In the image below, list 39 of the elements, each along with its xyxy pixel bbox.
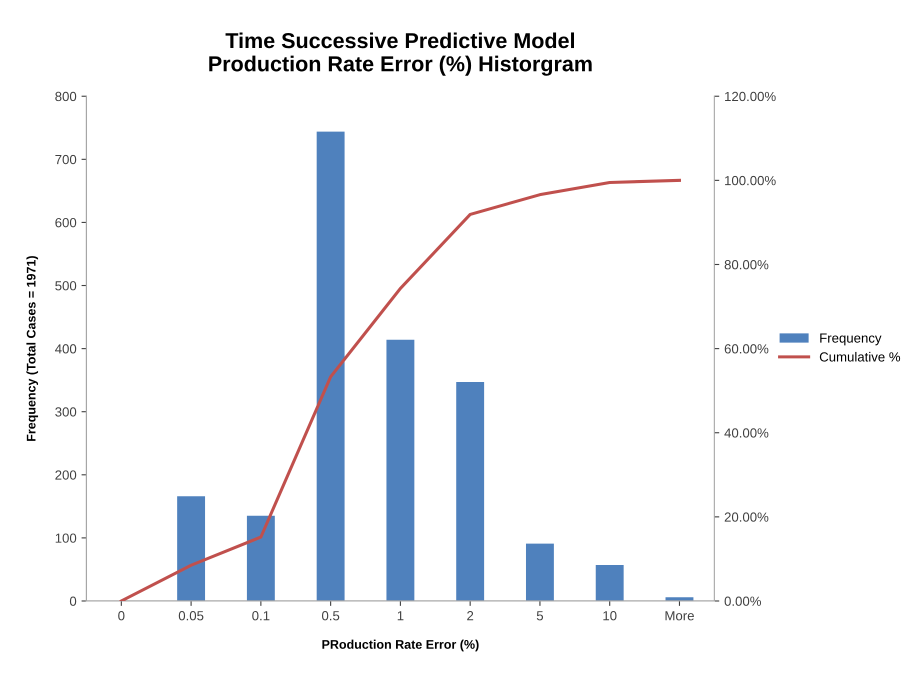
chart-title: Time Successive Predictive Model Production Rate Error (%) Historgram [209,32,592,76]
legend-label: Frequency [820,334,882,346]
y-tick-label: 100 [56,533,76,543]
y2-tick-label: 100.00% [725,176,776,186]
bar [386,340,414,601]
y2-tick-label: 60.00% [724,344,768,354]
x-tick-label: 10 [603,611,617,620]
y2-tick-label: 0.00% [724,596,762,606]
y-tick-label: 500 [55,281,76,290]
x-tick-label: 5 [536,611,544,620]
y-axis-title: Frequency (Total Cases = 1971) [26,256,38,441]
x-tick-label: More [666,611,694,620]
y2-tick-label: 80.00% [724,260,768,270]
y-tick-label: 200 [55,470,76,480]
y2-tick-label: 20.00% [724,512,768,522]
x-tick-label: 0 [118,611,124,620]
x-tick-label: 0.1 [252,611,270,620]
x-tick-label: 2 [467,611,474,620]
y-tick-label: 400 [55,344,76,354]
x-tick-label: 0.5 [322,611,340,620]
bar [456,382,484,601]
x-axis-title: PRoduction Rate Error (%) [322,640,479,652]
y-tick-label: 300 [55,407,76,417]
y-tick-label: 600 [55,218,76,228]
y2-tick-label: 40.00% [724,428,768,438]
bar [246,516,275,601]
bar [526,544,554,601]
y-tick-label: 0 [70,596,76,606]
bar [177,496,206,601]
y-tick-label: 800 [55,92,76,102]
bar [316,132,345,601]
x-tick-label: 1 [398,611,404,620]
y-tick-label: 700 [55,154,76,164]
x-tick-label: 0.05 [178,611,204,620]
bar [666,597,694,601]
legend-label: Cumulative % [820,352,900,362]
y2-tick-label: 120.00% [725,92,776,102]
bar [596,565,624,601]
line-series [120,178,681,601]
